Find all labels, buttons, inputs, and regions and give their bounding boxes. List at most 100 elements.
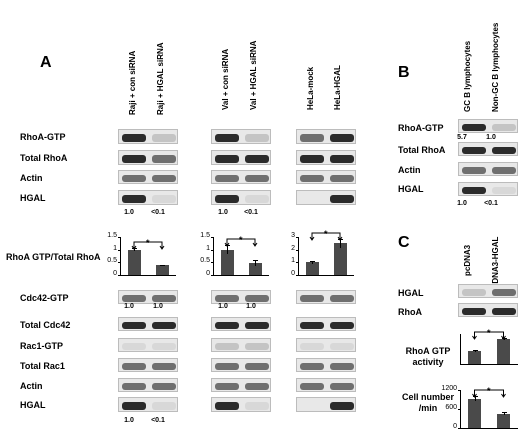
blot-b-0 xyxy=(458,119,518,133)
blot-a-bottom-0-2-band xyxy=(152,343,176,350)
blot-a-top-2-1 xyxy=(296,150,356,165)
chart-3-error-bar-0 xyxy=(474,350,476,352)
blot-a-bottom-2-4-band xyxy=(300,383,324,390)
blot-a-bottom-0-2 xyxy=(118,338,178,352)
chart-2-error-bar-1 xyxy=(340,238,341,249)
blot-a-bottom-0-0-band xyxy=(122,295,146,302)
blot-a-top-0-0-band xyxy=(122,134,146,142)
blot-a-top-2-2-band xyxy=(300,175,324,182)
blot-a-top-1-3-band xyxy=(245,195,269,203)
chart-1-tick-label: 0 xyxy=(206,270,210,277)
blot-a-bottom-1-5 xyxy=(211,397,271,412)
chart-4-tick-mark xyxy=(458,390,460,391)
blot-a-bottom-1-5-band xyxy=(245,402,269,410)
row-total-rhoa: Total RhoA xyxy=(20,153,68,163)
chart-1-error-bar-1 xyxy=(255,260,256,267)
chart-0-significance-star: * xyxy=(146,238,150,249)
chart-4-x-axis xyxy=(460,428,518,429)
chart-1-tick-mark xyxy=(211,249,213,251)
chart-c2-label-text: Cell number /min xyxy=(401,392,454,413)
chart-2-bar-0 xyxy=(305,262,319,275)
col-val-con: Val + con siRNA xyxy=(221,48,230,110)
value-val-con: 1.0 xyxy=(218,209,228,216)
chart-1-tick-label: 1 xyxy=(206,244,210,252)
chart-0-y-axis xyxy=(120,237,121,275)
blot-b-2 xyxy=(458,162,518,176)
chart-2-tick-mark xyxy=(296,275,298,276)
chart-3-y-axis xyxy=(460,334,461,364)
blot-a-top-0-0-band xyxy=(152,134,176,142)
chart-2-tick-label: 2 xyxy=(291,244,295,252)
chart-4-error-cap-1 xyxy=(501,412,507,414)
blot-a-bottom-1-2 xyxy=(211,338,271,352)
chart-2-bar-1 xyxy=(333,243,347,275)
blot-a-top-1-1-band xyxy=(245,155,269,163)
value-raji-hgal: <0.1 xyxy=(151,209,165,216)
col-gc-b: GC B lymphocytes xyxy=(463,40,472,112)
blot-a-top-1-2-band xyxy=(245,175,269,182)
row-total-rac1: Total Rac1 xyxy=(20,361,65,371)
chart-0-tick-mark xyxy=(118,275,120,276)
row-hgal-bottom: HGAL xyxy=(20,400,46,410)
blot-a-bottom-0-3-band xyxy=(152,363,176,370)
chart-3-bar-1 xyxy=(497,339,510,364)
value-b-rhoa-nongc: 1.0 xyxy=(486,134,496,141)
blot-a-top-0-3-band xyxy=(152,195,176,203)
chart-2-tick-label: 3 xyxy=(291,232,295,239)
chart-4-error-bar-1 xyxy=(503,412,505,415)
row-rhoa-gtp: RhoA-GTP xyxy=(20,132,66,142)
blot-b-3-band xyxy=(492,187,516,194)
col-hela-hgal: HeLa-HGAL xyxy=(333,65,342,110)
blot-a-bottom-0-1 xyxy=(118,317,178,331)
chart-2-x-axis xyxy=(298,275,354,276)
blot-a-top-0-1-band xyxy=(152,155,176,163)
blot-a-bottom-2-4 xyxy=(296,378,356,392)
blot-a-bottom-2-3 xyxy=(296,358,356,372)
chart-1-tick-mark xyxy=(211,237,213,238)
chart-1-x-axis xyxy=(213,275,269,276)
blot-a-bottom-2-1-band xyxy=(300,322,324,329)
chart-4-tick-label: 1200 xyxy=(441,385,457,392)
blot-a-top-1-0-band xyxy=(245,134,269,142)
chart-3-x-axis xyxy=(460,364,518,365)
blot-a-bottom-2-2 xyxy=(296,338,356,352)
row-total-cdc42: Total Cdc42 xyxy=(20,320,71,330)
blot-a-bottom-2-4-band xyxy=(330,383,354,390)
blot-a-top-1-1 xyxy=(211,150,271,165)
chart-0-tick-label: 1 xyxy=(113,244,117,252)
chart-0-tick-label: 0 xyxy=(113,270,117,277)
blot-b-2-band xyxy=(492,167,516,174)
blot-b-1-band xyxy=(492,147,516,154)
chart-c1-label: RhoA GTP activity xyxy=(398,346,458,368)
blot-a-top-0-0 xyxy=(118,129,178,144)
row-hgal: HGAL xyxy=(20,193,46,203)
blot-a-bottom-1-4 xyxy=(211,378,271,392)
value-b-hgal-nongc: <0.1 xyxy=(484,200,498,207)
blot-a-bottom-1-2-band xyxy=(215,343,239,350)
col-val-hgal: Val + HGAL siRNA xyxy=(249,40,258,110)
blot-a-bottom-1-0-band xyxy=(215,295,239,302)
chart-4-error-bar-0 xyxy=(474,396,476,401)
chart-1-significance-bracket xyxy=(224,238,258,248)
blot-a-bottom-0-3 xyxy=(118,358,178,372)
panel-a-letter: A xyxy=(40,54,52,71)
chart-4-tick-mark xyxy=(458,409,460,410)
row-actin: Actin xyxy=(20,173,43,183)
blot-a-bottom-1-5-band xyxy=(215,402,239,410)
col-pcdna3: pcDNA3 xyxy=(463,244,472,276)
chart-2-tick-label: 0 xyxy=(291,270,295,277)
chart-0-tick-mark xyxy=(118,237,120,238)
blot-a-top-2-3-band xyxy=(330,195,354,203)
chart-4-tick-label: 600 xyxy=(445,404,457,411)
value-cdc42-raji-con: 1.0 xyxy=(124,303,134,310)
blot-a-top-2-0-band xyxy=(300,134,324,142)
col-hela-mock: HeLa-mock xyxy=(306,66,315,110)
value-b-rhoa-gc: 5.7 xyxy=(457,134,467,141)
blot-a-bottom-0-5-band xyxy=(152,402,176,410)
blot-b-1-band xyxy=(462,147,486,154)
blot-a-bottom-2-1 xyxy=(296,317,356,331)
panel-b-letter: B xyxy=(398,64,410,81)
blot-a-top-1-3 xyxy=(211,190,271,205)
chart-3-significance-bracket xyxy=(472,331,506,340)
blot-c-1-band xyxy=(462,308,486,315)
